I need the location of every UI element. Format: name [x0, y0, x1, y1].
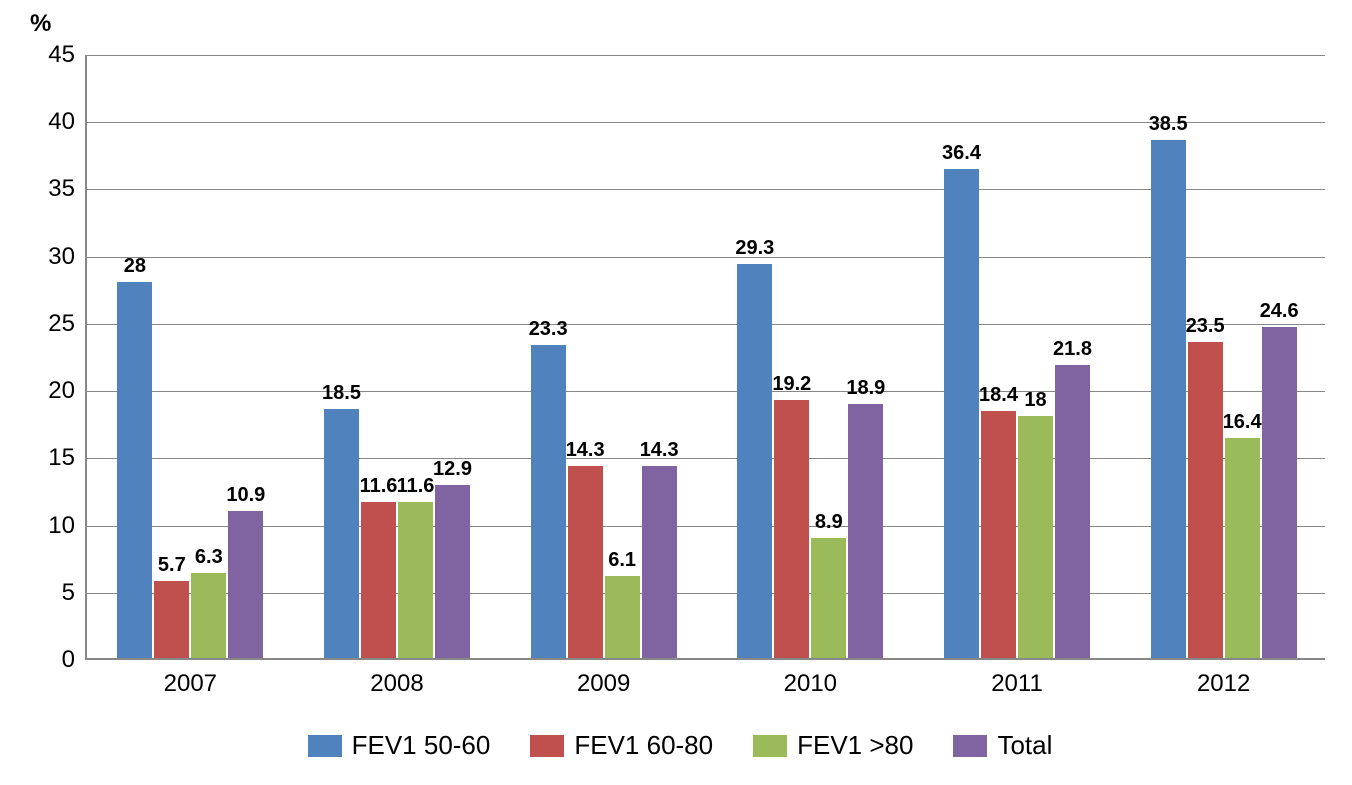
bar-value-label: 18.9 — [846, 377, 885, 404]
bar: 28 — [117, 282, 152, 658]
bar-value-label: 38.5 — [1149, 113, 1188, 140]
bar: 18 — [1018, 416, 1053, 658]
bar-value-label: 36.4 — [942, 142, 981, 169]
bar-value-label: 18.5 — [322, 382, 361, 409]
bar: 5.7 — [154, 581, 189, 658]
bar-value-label: 19.2 — [772, 373, 811, 400]
bar-value-label: 23.5 — [1186, 315, 1225, 342]
bar: 10.9 — [228, 511, 263, 658]
gridline — [87, 189, 1325, 190]
ytick-label: 0 — [62, 646, 87, 674]
bar-value-label: 24.6 — [1260, 300, 1299, 327]
bar: 14.3 — [642, 466, 677, 658]
legend-item: FEV1 60-80 — [530, 730, 713, 761]
legend-swatch — [530, 735, 564, 757]
xtick-label: 2011 — [991, 658, 1043, 698]
legend-item: FEV1 >80 — [753, 730, 913, 761]
gridline — [87, 526, 1325, 527]
bar-value-label: 14.3 — [566, 439, 605, 466]
bar-value-label: 11.6 — [397, 475, 435, 502]
gridline — [87, 391, 1325, 392]
ytick-label: 40 — [48, 108, 87, 136]
bar: 24.6 — [1262, 327, 1297, 658]
bar-value-label: 14.3 — [640, 439, 679, 466]
bar-value-label: 6.1 — [608, 549, 636, 576]
legend-label: Total — [997, 730, 1052, 761]
bar-value-label: 5.7 — [158, 554, 186, 581]
bar-value-label: 18.4 — [979, 384, 1018, 411]
bar: 23.5 — [1188, 342, 1223, 658]
legend-label: FEV1 >80 — [797, 730, 913, 761]
ytick-label: 45 — [48, 41, 87, 69]
legend-label: FEV1 50-60 — [352, 730, 491, 761]
ytick-label: 25 — [48, 310, 87, 338]
bar: 12.9 — [435, 485, 470, 658]
gridline — [87, 324, 1325, 325]
bar-value-label: 21.8 — [1053, 338, 1092, 365]
ytick-label: 5 — [62, 579, 87, 607]
bar-value-label: 6.3 — [195, 546, 223, 573]
legend-swatch — [953, 735, 987, 757]
legend-label: FEV1 60-80 — [574, 730, 713, 761]
bar-value-label: 18 — [1024, 389, 1046, 416]
xtick-label: 2009 — [577, 658, 630, 698]
chart-container: % 0510152025303540452007285.76.310.92008… — [0, 0, 1352, 785]
ytick-label: 10 — [48, 512, 87, 540]
y-axis-unit-label: % — [30, 10, 51, 38]
ytick-label: 20 — [48, 377, 87, 405]
bar: 8.9 — [811, 538, 846, 658]
bar-value-label: 10.9 — [226, 484, 265, 511]
gridline — [87, 593, 1325, 594]
bar: 36.4 — [944, 169, 979, 658]
xtick-label: 2012 — [1197, 658, 1250, 698]
bar-value-label: 12.9 — [433, 458, 472, 485]
bar: 19.2 — [774, 400, 809, 658]
bar: 6.3 — [191, 573, 226, 658]
ytick-label: 30 — [48, 243, 87, 271]
bar: 14.3 — [568, 466, 603, 658]
legend-swatch — [308, 735, 342, 757]
gridline — [87, 55, 1325, 56]
bar-value-label: 23.3 — [529, 318, 568, 345]
bar: 6.1 — [605, 576, 640, 658]
bar-value-label: 8.9 — [815, 511, 843, 538]
bar: 18.5 — [324, 409, 359, 658]
legend-item: Total — [953, 730, 1052, 761]
bar: 21.8 — [1055, 365, 1090, 658]
bar-value-label: 29.3 — [735, 237, 774, 264]
bar: 11.6 — [398, 502, 433, 658]
bar-value-label: 28 — [124, 255, 146, 282]
legend: FEV1 50-60 FEV1 60-80 FEV1 >80 Total — [230, 730, 1130, 761]
bar: 11.6 — [361, 502, 396, 658]
legend-swatch — [753, 735, 787, 757]
bar: 18.9 — [848, 404, 883, 658]
legend-item: FEV1 50-60 — [308, 730, 491, 761]
ytick-label: 15 — [48, 444, 87, 472]
bar-value-label: 11.6 — [360, 475, 398, 502]
bar: 29.3 — [737, 264, 772, 658]
xtick-label: 2007 — [164, 658, 217, 698]
gridline — [87, 122, 1325, 123]
bar-value-label: 16.4 — [1223, 411, 1262, 438]
ytick-label: 35 — [48, 175, 87, 203]
bar: 16.4 — [1225, 438, 1260, 658]
xtick-label: 2008 — [370, 658, 423, 698]
bar: 23.3 — [531, 345, 566, 658]
gridline — [87, 458, 1325, 459]
gridline — [87, 257, 1325, 258]
xtick-label: 2010 — [784, 658, 837, 698]
plot-area: 0510152025303540452007285.76.310.9200818… — [85, 55, 1325, 660]
bar: 18.4 — [981, 411, 1016, 658]
bar: 38.5 — [1151, 140, 1186, 658]
